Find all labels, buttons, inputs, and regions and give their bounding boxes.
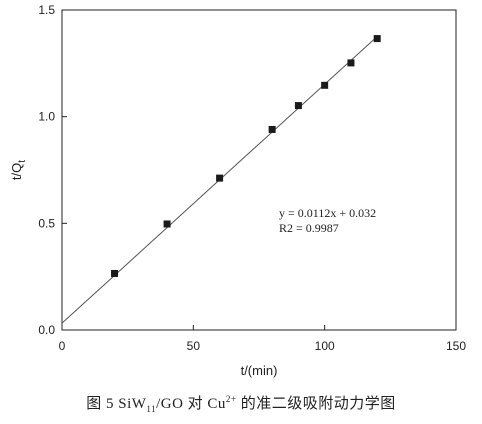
y-tick-label: 1.0 — [38, 110, 55, 124]
plot-frame — [61, 9, 457, 331]
data-point — [111, 269, 119, 277]
figure-caption: 图 5 SiW11/GO 对 Cu2+ 的准二级吸附动力学图 — [0, 392, 482, 414]
data-point — [347, 59, 355, 67]
caption-mid: /GO 对 Cu — [156, 396, 226, 412]
fit-r2: R2 = 0.9987 — [279, 221, 339, 235]
caption-subscript: 11 — [146, 404, 157, 414]
data-point — [268, 125, 276, 133]
fit-equation: y = 0.0112x + 0.032 — [279, 206, 376, 220]
caption-suffix: 的准二级吸附动力学图 — [236, 396, 396, 412]
y-axis-title-subscript: t — [17, 160, 28, 163]
data-point — [321, 81, 329, 89]
y-tick-label: 1.5 — [38, 3, 55, 17]
y-tick-label: 0.0 — [38, 323, 55, 337]
x-tick-label: 150 — [446, 339, 466, 353]
caption-prefix: 图 5 SiW — [86, 396, 147, 412]
caption-superscript: 2+ — [225, 394, 237, 404]
y-axis-title: t/Qt — [9, 160, 28, 180]
x-axis-title: t/(min) — [241, 363, 278, 378]
chart: 0 50 100 150 0.0 0.5 1.0 1.5 t/(min) t/Qt y = 0… — [9, 3, 466, 378]
data-point — [294, 102, 302, 110]
x-tick-label: 0 — [59, 339, 66, 353]
x-tick-label: 100 — [315, 339, 335, 353]
data-point — [373, 35, 381, 43]
x-tick-label: 50 — [187, 339, 201, 353]
y-tick-label: 0.5 — [38, 216, 55, 230]
data-point — [216, 174, 224, 182]
y-axis-title-base: t/Q — [9, 163, 24, 180]
data-point — [163, 220, 171, 228]
